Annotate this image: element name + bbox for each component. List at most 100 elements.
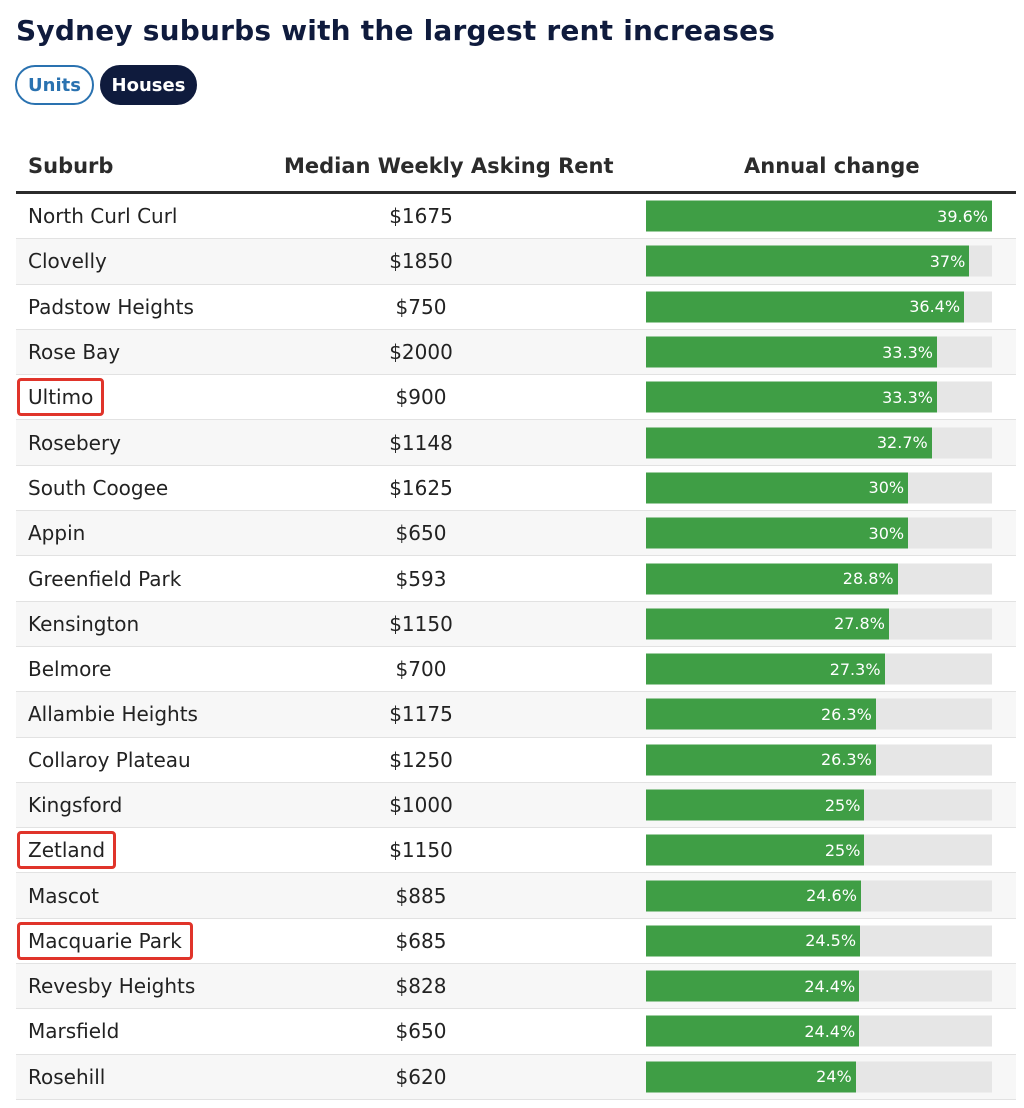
change-bar-label: 33.3%	[882, 342, 933, 362]
suburb-cell: Collaroy Plateau	[28, 747, 191, 772]
change-bar-label: 30%	[868, 523, 905, 543]
change-bar-label: 25%	[824, 840, 861, 860]
suburb-cell: Rosebery	[28, 430, 122, 455]
suburb-cell: North Curl Curl	[28, 204, 178, 229]
table-row: Macquarie Park $685 24.5%	[16, 919, 1016, 965]
change-bar-track: 25%	[646, 834, 992, 866]
rent-cell: $620	[395, 1064, 447, 1089]
change-bar-label: 33.3%	[882, 387, 933, 407]
change-bar-track: 26.3%	[646, 744, 992, 776]
change-bar-label: 26.3%	[820, 750, 872, 770]
column-header-annual-change[interactable]: Annual change	[744, 154, 920, 178]
suburb-cell: Revesby Heights	[28, 974, 196, 999]
suburb-cell: Ultimo	[28, 385, 94, 410]
suburb-cell: Clovelly	[28, 249, 107, 274]
table-row: Collaroy Plateau $1250 26.3%	[16, 738, 1016, 783]
table-row: Padstow Heights $750 36.4%	[16, 285, 1016, 330]
rent-increase-table: Suburb Median Weekly Asking Rent Annual …	[16, 138, 1016, 1100]
change-bar: 27.3%	[646, 653, 885, 685]
change-bar-label: 27.8%	[834, 614, 885, 634]
change-bar-track: 27.8%	[646, 608, 992, 640]
change-bar-track: 36.4%	[646, 291, 992, 323]
table-row: Kingsford $1000 25%	[16, 782, 1016, 829]
rent-cell: $828	[395, 974, 447, 999]
units-toggle-button[interactable]: Units	[15, 65, 94, 105]
change-bar: 39.6%	[646, 200, 992, 232]
suburb-cell: Mascot	[28, 883, 100, 908]
change-bar-track: 39.6%	[646, 200, 992, 232]
rent-cell: $650	[395, 1019, 447, 1044]
table-row: South Coogee $1625 30%	[16, 466, 1016, 512]
table-row: Greenfield Park $593 28.8%	[16, 556, 1016, 602]
change-bar: 24.5%	[646, 925, 861, 957]
table-row: Kensington $1150 27.8%	[16, 601, 1016, 647]
suburb-cell: Kingsford	[28, 793, 123, 817]
table-body: North Curl Curl $1675 39.6% Clovelly $1850 37…	[16, 194, 1016, 1100]
change-bar-label: 25%	[824, 795, 861, 815]
rent-cell: $1150	[389, 838, 453, 863]
change-bar-track: 26.3%	[646, 698, 992, 730]
change-bar: 25%	[646, 834, 865, 866]
rent-cell: $1175	[389, 702, 453, 727]
rent-cell: $700	[395, 657, 447, 682]
rent-cell: $900	[395, 385, 447, 410]
change-bar-track: 24.6%	[646, 880, 992, 912]
change-bar: 24.4%	[646, 1015, 860, 1047]
change-bar: 28.8%	[646, 563, 898, 595]
change-bar: 30%	[646, 472, 909, 504]
rent-cell: $750	[395, 294, 447, 319]
change-bar: 25%	[646, 789, 865, 821]
table-row: Ultimo $900 33.3%	[16, 375, 1016, 421]
change-bar-label: 24.4%	[804, 1021, 856, 1041]
table-row: North Curl Curl $1675 39.6%	[16, 194, 1016, 240]
change-bar-track: 33.3%	[646, 381, 992, 413]
suburb-cell: Allambie Heights	[28, 702, 198, 727]
rent-cell: $885	[395, 883, 447, 908]
suburb-cell: Padstow Heights	[28, 294, 194, 319]
column-header-rent[interactable]: Median Weekly Asking Rent	[284, 154, 614, 178]
change-bar-label: 28.8%	[842, 569, 894, 589]
change-bar-label: 24.5%	[805, 931, 857, 951]
change-bar-track: 24.4%	[646, 1015, 992, 1047]
change-bar-label: 32.7%	[876, 433, 928, 453]
table-row: Rosebery $1148 32.7%	[16, 420, 1016, 466]
rent-cell: $650	[395, 521, 447, 546]
change-bar-track: 24.4%	[646, 970, 992, 1002]
table-row: Revesby Heights $828 24.4%	[16, 964, 1016, 1010]
houses-toggle-button[interactable]: Houses	[100, 65, 197, 105]
change-bar: 33.3%	[646, 336, 937, 368]
column-header-suburb[interactable]: Suburb	[28, 154, 114, 178]
change-bar: 30%	[646, 517, 909, 549]
table-row: Belmore $700 27.3%	[16, 647, 1016, 693]
change-bar-track: 33.3%	[646, 336, 992, 368]
change-bar: 37%	[646, 245, 970, 277]
change-bar: 27.8%	[646, 608, 889, 640]
change-bar-track: 30%	[646, 517, 992, 549]
table-row: Rose Bay $2000 33.3%	[16, 329, 1016, 376]
change-bar-label: 24%	[816, 1067, 852, 1087]
rent-cell: $1850	[389, 249, 453, 274]
suburb-cell: Marsfield	[28, 1019, 120, 1044]
change-bar: 32.7%	[646, 427, 932, 459]
change-bar: 24%	[646, 1061, 856, 1093]
rent-cell: $1150	[389, 611, 453, 636]
rent-cell: $1000	[389, 793, 453, 817]
change-bar: 26.3%	[646, 698, 876, 730]
suburb-cell: Belmore	[28, 657, 112, 682]
table-row: Allambie Heights $1175 26.3%	[16, 692, 1016, 738]
rent-cell: $1250	[389, 747, 453, 772]
change-bar-label: 39.6%	[937, 206, 988, 226]
table-row: Zetland $1150 25%	[16, 828, 1016, 874]
change-bar-track: 24.5%	[646, 925, 992, 957]
table-row: Clovelly $1850 37%	[16, 239, 1016, 285]
table-header: Suburb Median Weekly Asking Rent Annual …	[16, 138, 1016, 194]
change-bar: 36.4%	[646, 291, 965, 323]
change-bar-track: 27.3%	[646, 653, 992, 685]
change-bar-label: 36.4%	[909, 297, 961, 317]
rent-cell: $1675	[389, 204, 453, 229]
change-bar-track: 28.8%	[646, 563, 992, 595]
change-bar-label: 30%	[868, 478, 905, 498]
change-bar-label: 37%	[929, 251, 966, 271]
rent-cell: $1625	[389, 475, 453, 500]
change-bar: 26.3%	[646, 744, 876, 776]
